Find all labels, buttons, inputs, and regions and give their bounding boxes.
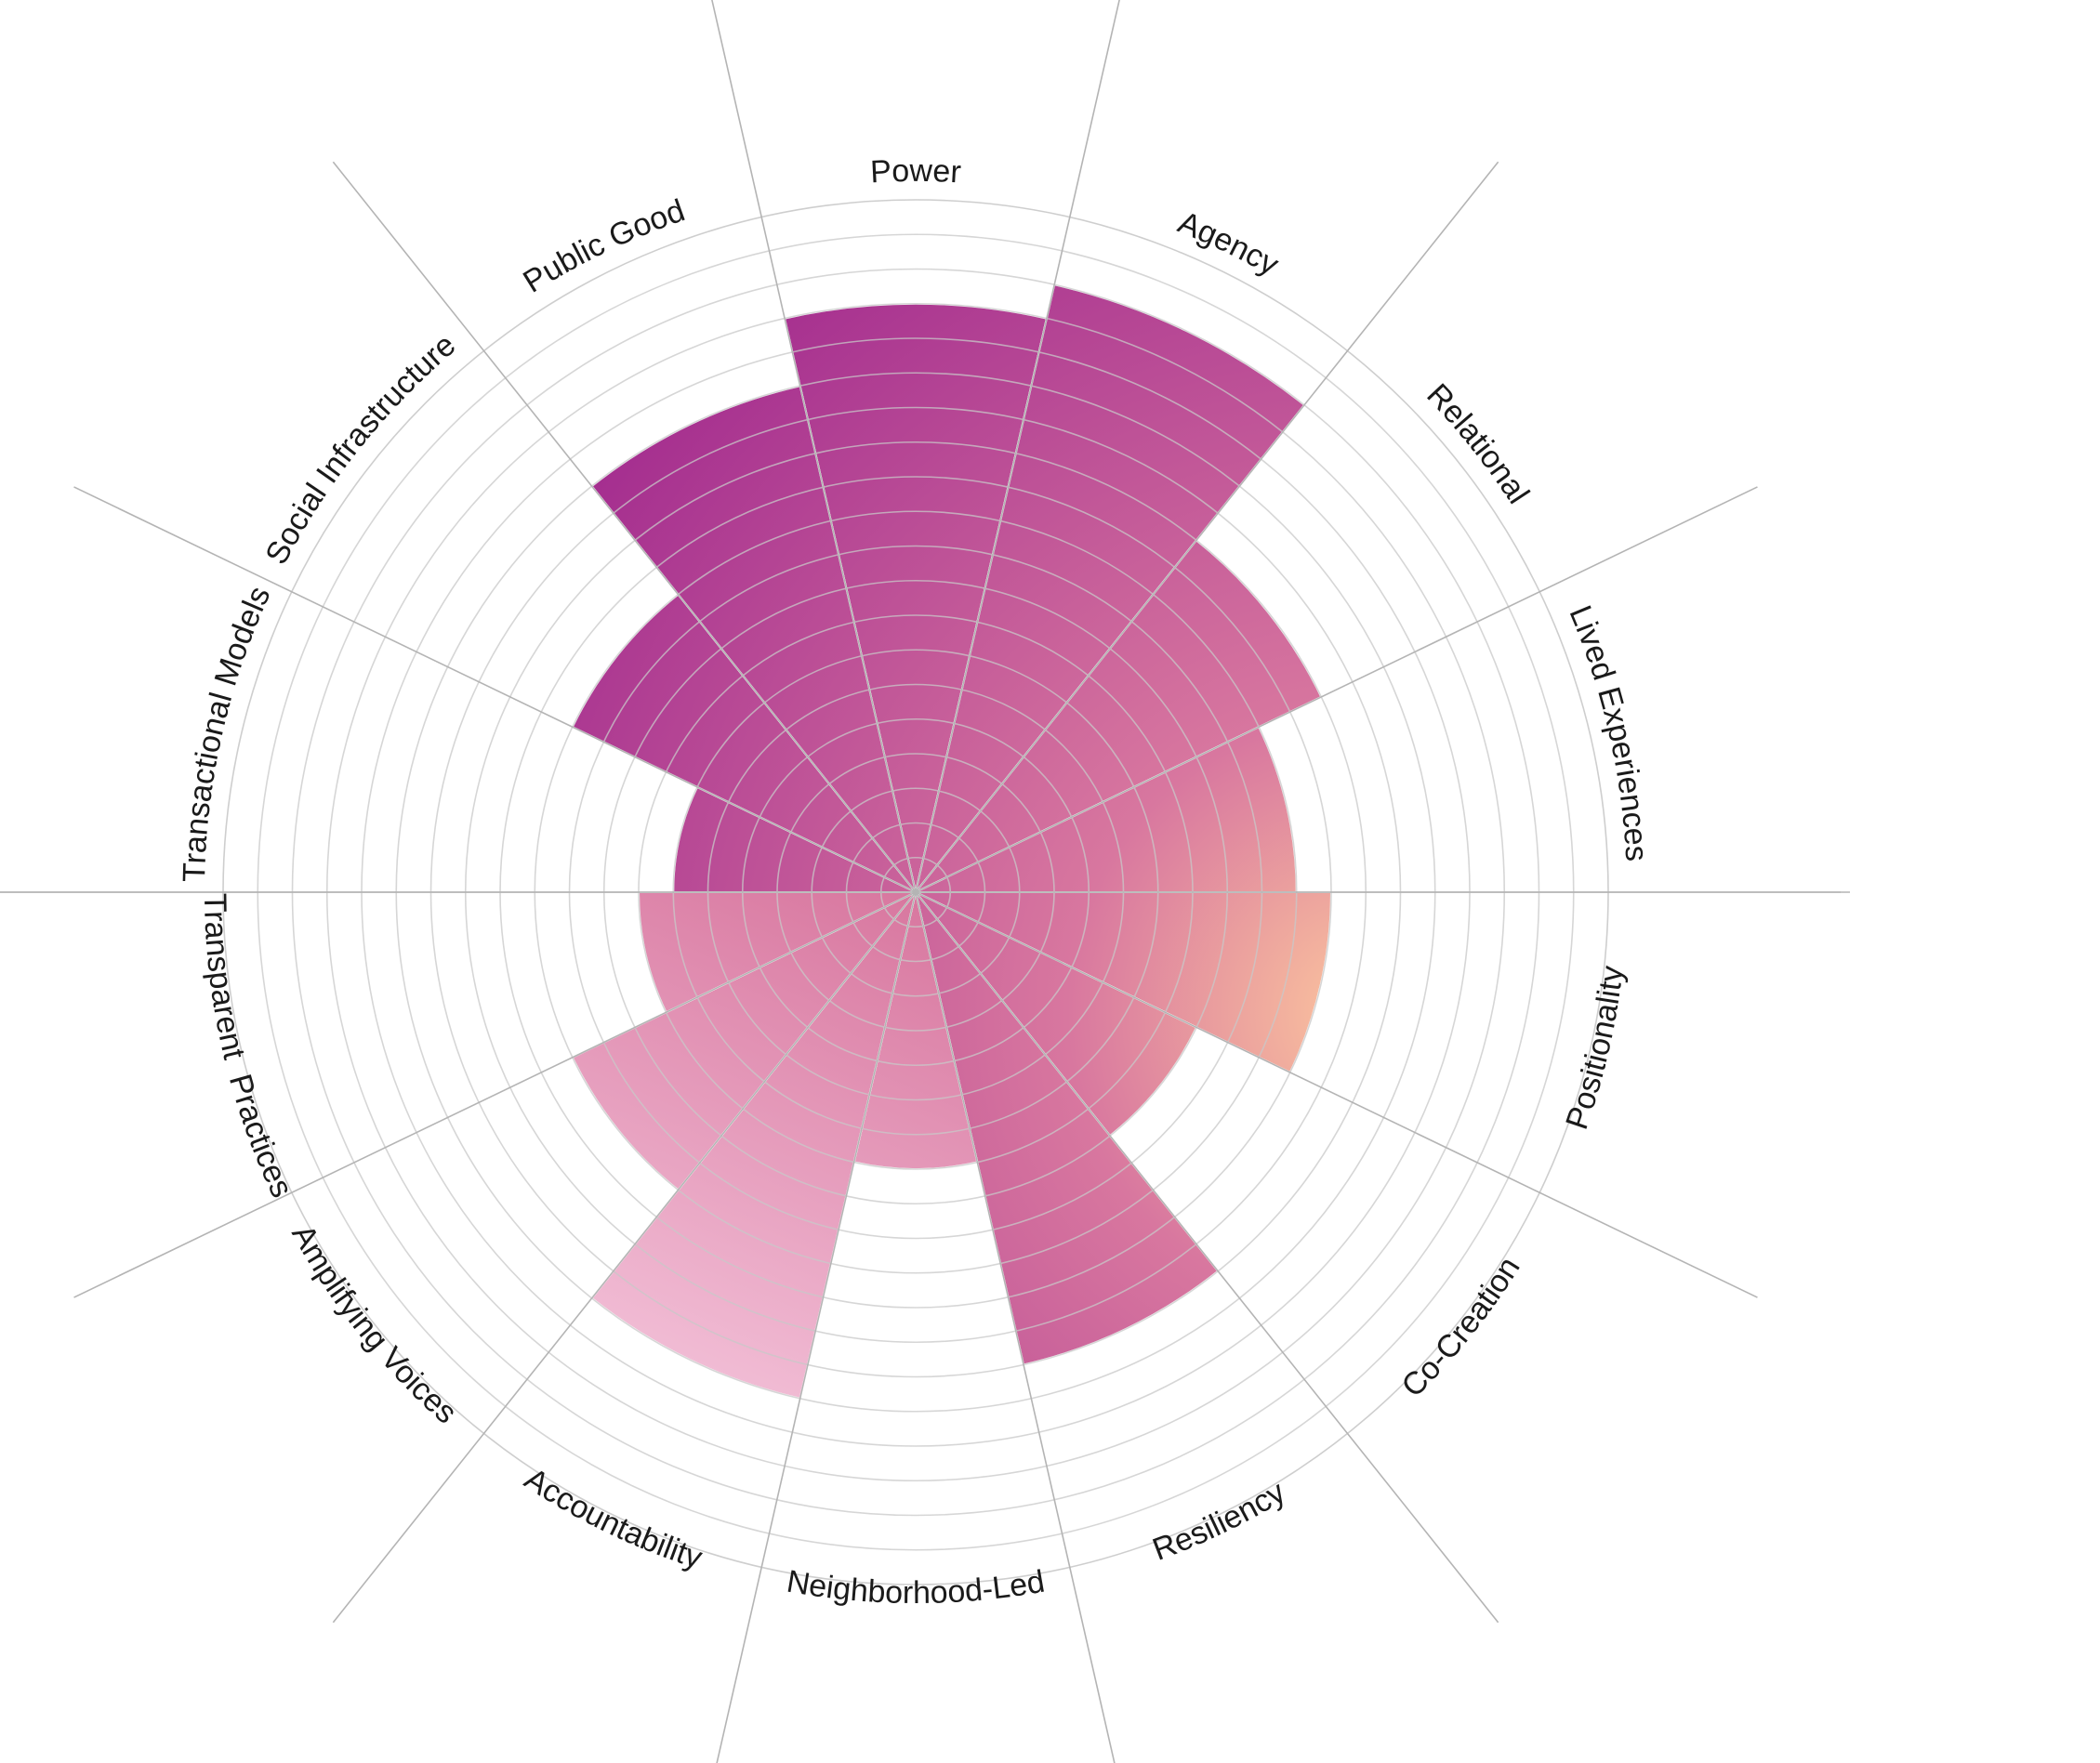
axis-line xyxy=(711,0,917,893)
label-positionality: Positionality xyxy=(1559,964,1631,1134)
axis-line xyxy=(332,161,917,893)
axis-line xyxy=(915,486,1758,893)
label-transparent-practices: Transparent Practices xyxy=(197,893,299,1204)
label-public-good: Public Good xyxy=(517,192,689,299)
label-transactional-models: Transactional Models xyxy=(177,581,277,882)
label-resiliency: Resiliency xyxy=(1148,1474,1291,1567)
label-neighborhood-led: Neighborhood-Led xyxy=(784,1564,1047,1612)
label-power: Power xyxy=(869,153,961,191)
label-agency: Agency xyxy=(1173,204,1285,283)
axis-line xyxy=(915,891,1758,1298)
axis-line xyxy=(716,891,917,1763)
axis-line xyxy=(915,891,1116,1763)
axes-group xyxy=(0,0,1850,1763)
label-co-creation: Co-Creation xyxy=(1394,1251,1526,1404)
label-accountability: Accountability xyxy=(519,1461,707,1576)
axis-line xyxy=(915,891,1499,1624)
axis-line xyxy=(915,161,1499,893)
label-amplifying-voices: Amplifying Voices xyxy=(284,1218,464,1430)
axis-line xyxy=(73,891,917,1298)
label-social-infrastructure: Social Infrastructure xyxy=(258,327,462,571)
petals-group xyxy=(571,283,1333,1400)
axis-line xyxy=(915,0,1120,893)
axis-line xyxy=(73,486,917,893)
axis-line xyxy=(332,891,917,1624)
label-lived-experiences: Lived Experiences xyxy=(1562,600,1654,862)
